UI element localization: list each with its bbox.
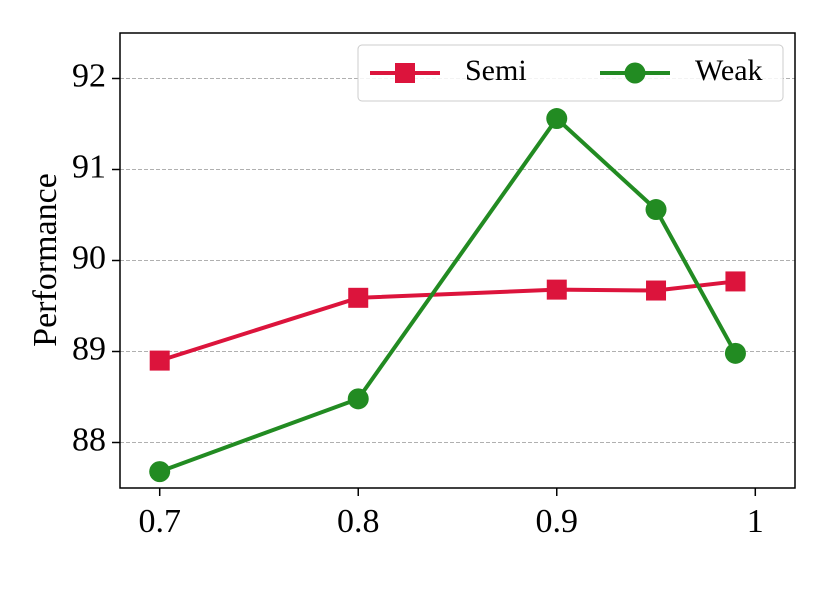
data-point bbox=[149, 461, 171, 483]
data-point bbox=[348, 287, 369, 308]
legend-box bbox=[357, 44, 784, 102]
x-tick-label: 1 bbox=[747, 503, 764, 540]
y-tick-label: 90 bbox=[72, 239, 106, 276]
legend-label: Weak bbox=[695, 54, 763, 87]
data-point bbox=[724, 342, 746, 364]
data-point bbox=[646, 280, 667, 301]
y-tick-label: 91 bbox=[72, 148, 106, 185]
x-tick-label: 0.7 bbox=[138, 503, 181, 540]
plot-frame bbox=[119, 32, 796, 489]
legend-label: Semi bbox=[465, 54, 527, 87]
data-point bbox=[347, 388, 369, 410]
data-point bbox=[546, 279, 567, 300]
y-axis-label: Performance bbox=[27, 173, 64, 347]
y-tick-label: 89 bbox=[72, 330, 106, 367]
data-point bbox=[725, 271, 746, 292]
legend-marker bbox=[624, 62, 646, 84]
y-tick-label: 92 bbox=[72, 57, 106, 94]
data-point bbox=[149, 350, 170, 371]
x-tick-label: 0.8 bbox=[337, 503, 380, 540]
data-point bbox=[546, 108, 568, 130]
y-tick-label: 88 bbox=[72, 421, 106, 458]
data-point bbox=[645, 199, 667, 221]
legend-marker bbox=[395, 63, 415, 83]
x-tick-label: 0.9 bbox=[536, 503, 579, 540]
